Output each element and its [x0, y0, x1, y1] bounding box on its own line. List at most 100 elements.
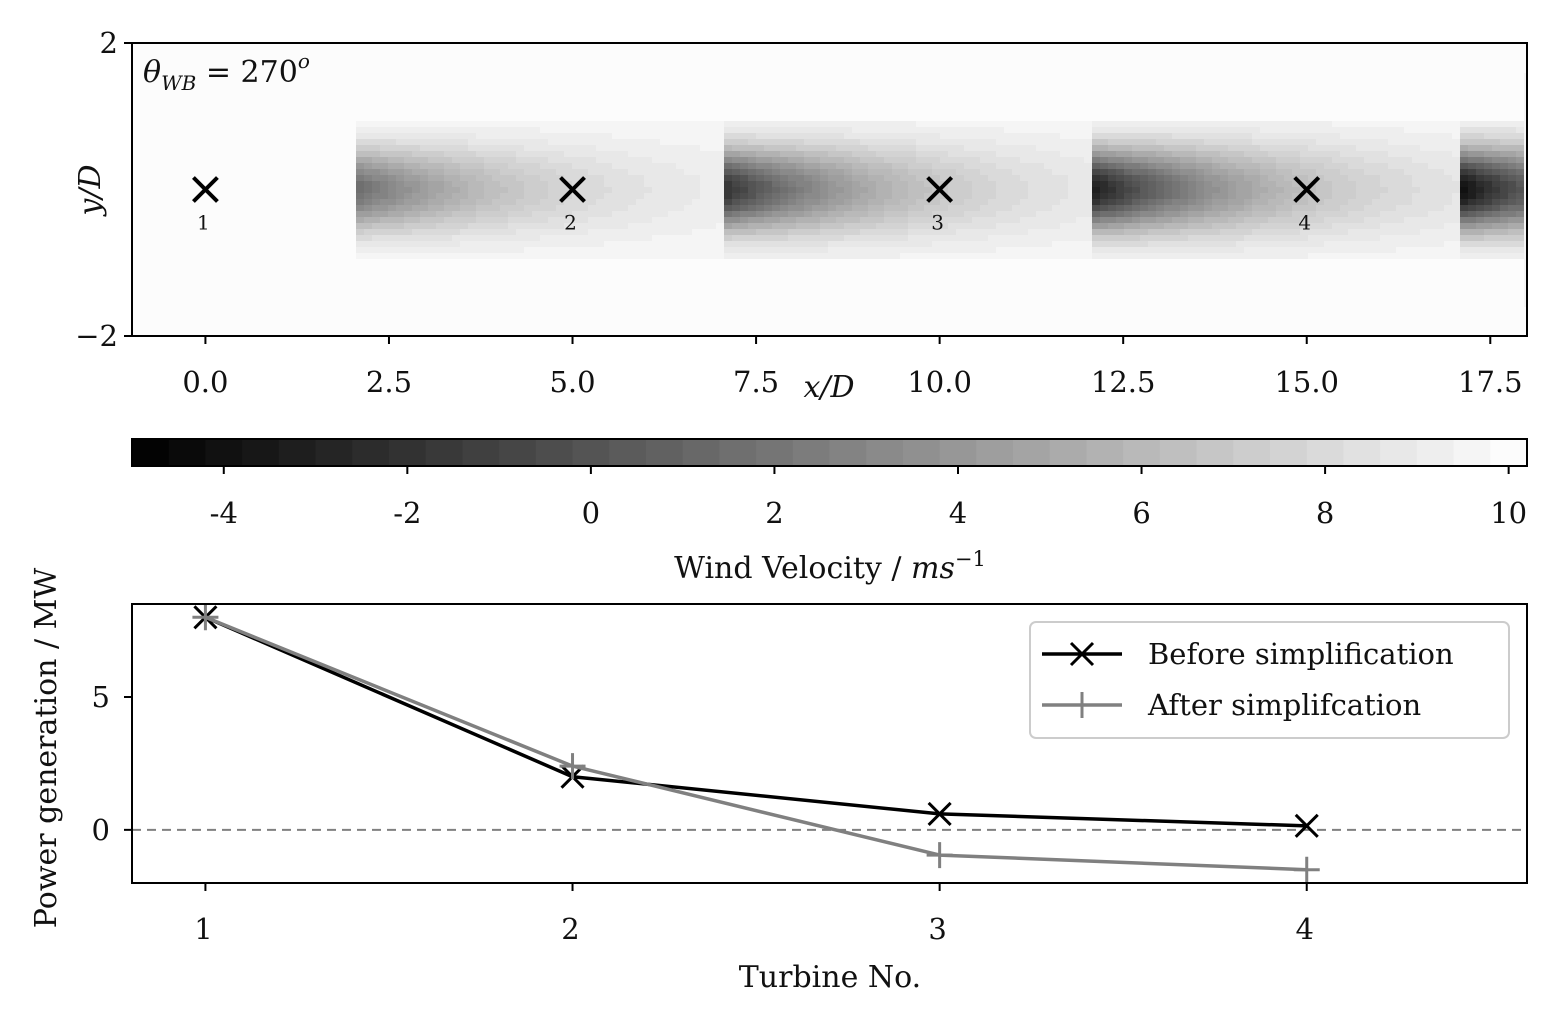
heatmap-cell: [548, 175, 557, 182]
heatmap-cell: [332, 325, 341, 332]
heatmap-cell: [596, 121, 605, 128]
heatmap-cell: [164, 223, 173, 230]
heatmap-cell: [860, 181, 869, 188]
heatmap-cell: [708, 253, 717, 260]
heatmap-cell: [436, 313, 445, 320]
heatmap-cell: [268, 115, 277, 122]
heatmap-cell: [324, 79, 333, 86]
heatmap-cell: [324, 97, 333, 104]
heatmap-cell: [676, 295, 685, 302]
heatmap-cell: [276, 241, 285, 248]
heatmap-cell: [692, 331, 701, 336]
heatmap-cell: [652, 139, 661, 146]
heatmap-cell: [796, 91, 805, 98]
heatmap-cell: [868, 313, 877, 320]
heatmap-cell: [148, 181, 157, 188]
heatmap-cell: [884, 253, 893, 260]
heatmap-cell: [444, 139, 453, 146]
heatmap-cell: [580, 229, 589, 236]
heatmap-cell: [804, 109, 813, 116]
heatmap-cell: [652, 307, 661, 314]
heatmap-cell: [212, 307, 221, 314]
heatmap-cell: [444, 331, 453, 336]
heatmap-cell: [716, 121, 725, 128]
heatmap-cell: [548, 163, 557, 170]
heatmap-cell: [740, 199, 749, 206]
heatmap-cell: [340, 91, 349, 98]
heatmap-cell: [596, 253, 605, 260]
heatmap-cell: [700, 43, 709, 50]
heatmap-cell: [148, 49, 157, 56]
heatmap-cell: [892, 277, 901, 284]
heatmap-cell: [492, 67, 501, 74]
heatmap-cell: [268, 85, 277, 92]
heatmap-cell: [884, 151, 893, 158]
heatmap-cell: [372, 43, 381, 50]
heatmap-cell: [692, 223, 701, 230]
heatmap-cell: [356, 253, 365, 260]
heatmap-cell: [180, 73, 189, 80]
heatmap-cell: [764, 121, 773, 128]
heatmap-cell: [852, 205, 861, 212]
heatmap-cell: [836, 139, 845, 146]
heatmap-cell: [332, 277, 341, 284]
heatmap-cell: [836, 313, 845, 320]
heatmap-cell: [396, 295, 405, 302]
heatmap-cell: [596, 163, 605, 170]
heatmap-cell: [556, 199, 565, 206]
heatmap-cell: [524, 187, 533, 194]
heatmap-cell: [492, 247, 501, 254]
heatmap-cell: [908, 43, 917, 50]
heatmap-cell: [692, 79, 701, 86]
heatmap-cell: [244, 301, 253, 308]
heatmap-cell: [244, 49, 253, 56]
heatmap-cell: [772, 259, 781, 266]
heatmap-cell: [740, 73, 749, 80]
heatmap-cell: [164, 91, 173, 98]
heatmap-cell: [484, 283, 493, 290]
heatmap-cell: [268, 163, 277, 170]
heatmap-cell: [148, 193, 157, 200]
heatmap-cell: [548, 67, 557, 74]
heatmap-cell: [796, 127, 805, 134]
heatmap-cell: [284, 85, 293, 92]
heatmap-cell: [596, 241, 605, 248]
heatmap-cell: [404, 253, 413, 260]
heatmap-cell: [436, 169, 445, 176]
heatmap-cell: [844, 121, 853, 128]
heatmap-cell: [556, 205, 565, 212]
heatmap-cell: [324, 181, 333, 188]
heatmap-cell: [844, 175, 853, 182]
heatmap-cell: [524, 181, 533, 188]
heatmap-cell: [380, 79, 389, 86]
heatmap-cell: [716, 145, 725, 152]
heatmap-cell: [380, 121, 389, 128]
heatmap-cell: [916, 61, 925, 68]
heatmap-cell: [428, 241, 437, 248]
heatmap-cell: [356, 325, 365, 332]
heatmap-cell: [276, 103, 285, 110]
heatmap-cell: [828, 247, 837, 254]
heatmap-cell: [780, 169, 789, 176]
heatmap-cell: [796, 133, 805, 140]
heatmap-cell: [348, 259, 357, 266]
heatmap-cell: [364, 313, 373, 320]
heatmap-cell: [588, 295, 597, 302]
heatmap-cell: [484, 91, 493, 98]
heatmap-cell: [564, 319, 573, 326]
heatmap-cell: [508, 253, 517, 260]
heatmap-cell: [676, 163, 685, 170]
heatmap-cell: [140, 301, 149, 308]
heatmap-cell: [620, 103, 629, 110]
heatmap-cell: [612, 199, 621, 206]
heatmap-cell: [436, 43, 445, 50]
heatmap-cell: [708, 223, 717, 230]
heatmap-cell: [580, 127, 589, 134]
heatmap-cell: [812, 277, 821, 284]
heatmap-cell: [484, 241, 493, 248]
heatmap-cell: [820, 235, 829, 242]
heatmap-cell: [556, 115, 565, 122]
heatmap-cell: [348, 211, 357, 218]
heatmap-cell: [684, 139, 693, 146]
heatmap-cell: [604, 319, 613, 326]
